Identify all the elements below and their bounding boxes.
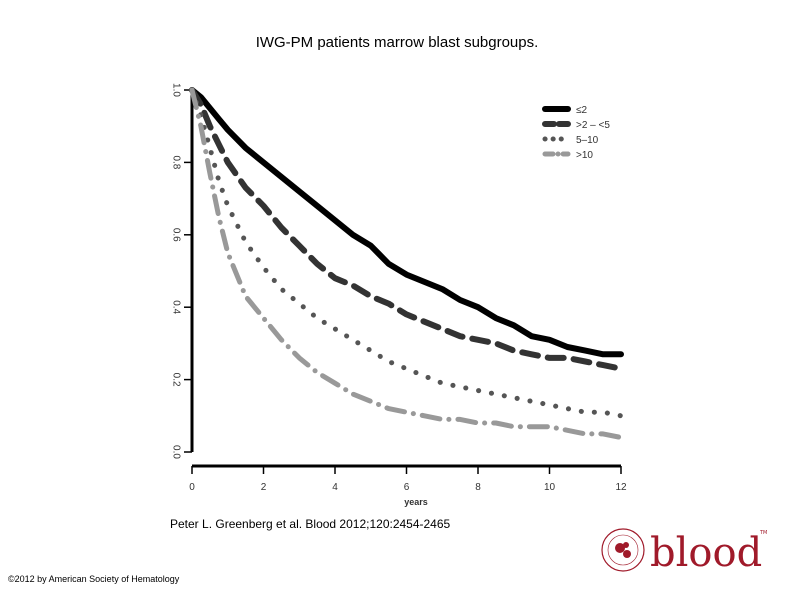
y-tick-label: 0.6 xyxy=(170,228,181,242)
x-tick-label: 6 xyxy=(404,482,410,493)
x-tick-label: 12 xyxy=(615,482,627,493)
x-tick-label: 4 xyxy=(332,482,338,493)
logo-seal-icon xyxy=(601,528,645,572)
x-tick-label: 2 xyxy=(261,482,267,493)
legend-label-4: >10 xyxy=(576,150,593,161)
x-axis-label: years xyxy=(404,497,428,507)
slide-title: IWG-PM patients marrow blast subgroups. xyxy=(255,34,539,51)
x-tick-label: 10 xyxy=(544,482,556,493)
x-ticks: 0 2 4 6 8 10 12 xyxy=(189,466,627,493)
svg-text:TM: TM xyxy=(759,530,767,536)
series-line-2 xyxy=(189,87,624,372)
y-tick-label: 0.0 xyxy=(170,445,181,459)
chart-legend: ≤2 >2 – <5 5–10 >10 xyxy=(542,105,610,161)
series-line-4 xyxy=(189,87,624,440)
y-tick-label: 1.0 xyxy=(170,83,181,97)
legend-label-2: >2 – <5 xyxy=(576,120,610,131)
x-tick-label: 0 xyxy=(189,482,195,493)
legend-label-3: 5–10 xyxy=(576,135,599,146)
blood-journal-logo: blood TM xyxy=(600,524,770,581)
y-ticks: 0.0 0.2 0.4 0.6 0.8 1.0 xyxy=(170,83,192,459)
y-tick-label: 0.2 xyxy=(170,373,181,387)
legend-label-1: ≤2 xyxy=(576,105,587,116)
copyright-notice: ©2012 by American Society of Hematology xyxy=(8,574,180,584)
logo-wordmark: blood xyxy=(650,530,762,576)
series-line-1 xyxy=(189,87,624,358)
y-tick-label: 0.8 xyxy=(170,155,181,169)
series-line-3 xyxy=(189,87,624,419)
y-tick-label: 0.4 xyxy=(170,300,181,314)
citation: Peter L. Greenberg et al. Blood 2012;120… xyxy=(170,517,451,531)
chart-series xyxy=(189,87,624,440)
x-tick-label: 8 xyxy=(475,482,481,493)
